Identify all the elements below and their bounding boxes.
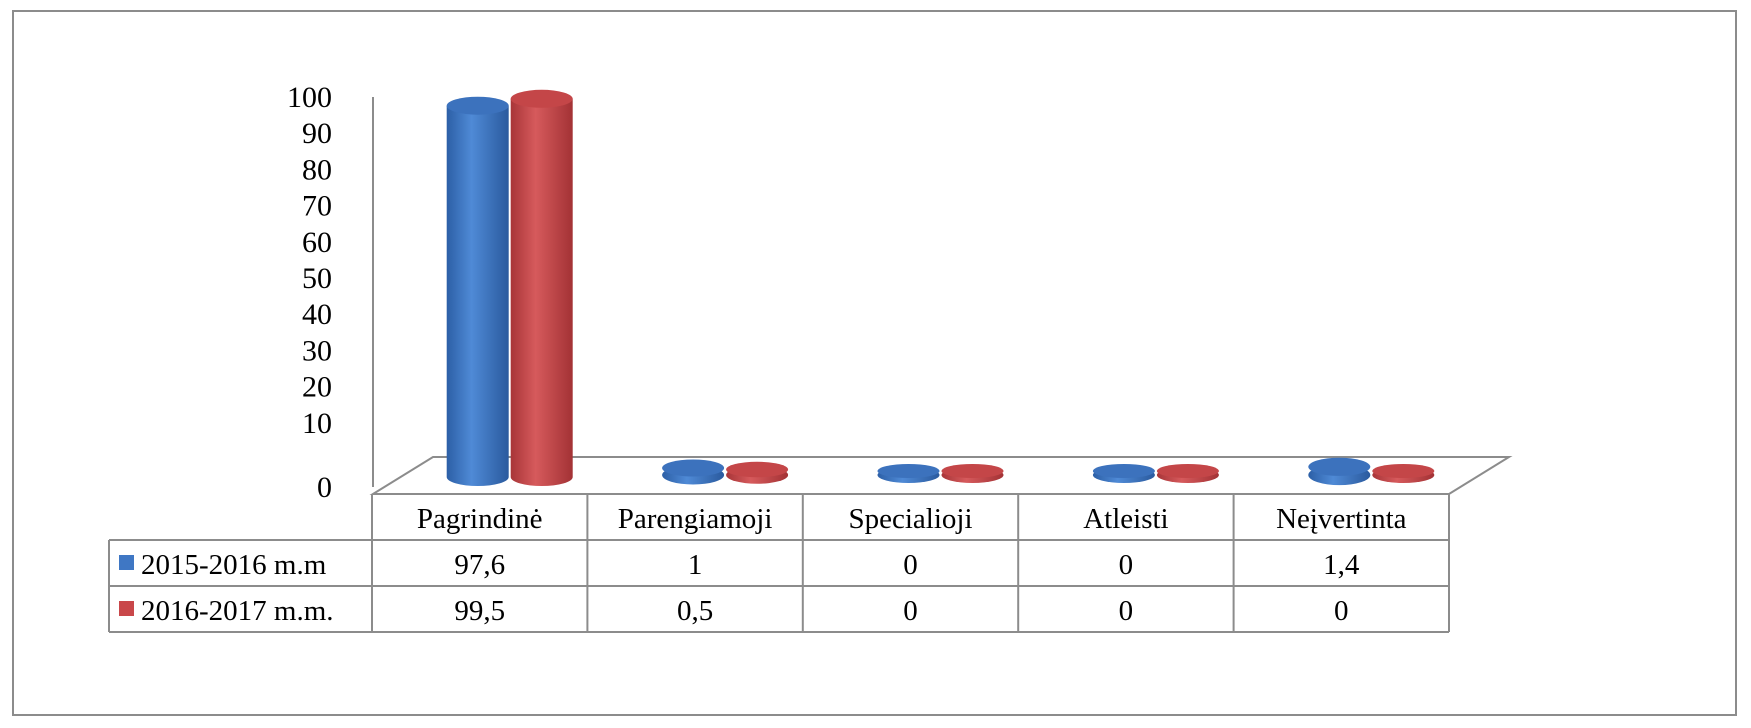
legend-key-0 — [119, 555, 134, 570]
data-label-0-4: 1,4 — [1323, 549, 1360, 581]
category-label-3: Atleisti — [1083, 503, 1168, 535]
bar-top-0-0 — [446, 96, 509, 115]
bar-body-1-0 — [510, 98, 573, 486]
chart-frame: 0 10 20 30 40 50 60 70 80 90 100 Pagrindinė Parengi… — [12, 10, 1737, 716]
bar-disk-top-0-2 — [877, 464, 940, 478]
legend-label-1: 2016-2017 m.m. — [141, 595, 334, 627]
y-tick-label-1: 10 — [302, 407, 332, 440]
data-label-1-4: 0 — [1334, 595, 1349, 627]
y-tick-label-9: 90 — [302, 117, 332, 150]
y-tick-label-6: 60 — [302, 226, 332, 259]
bar-disk-top-0-4 — [1308, 457, 1371, 476]
data-label-0-1: 1 — [688, 549, 703, 581]
bar-1-0 — [510, 89, 573, 486]
category-label-1: Parengiamoji — [618, 503, 773, 535]
bars-layer — [446, 89, 1435, 487]
y-tick-label-8: 80 — [302, 153, 332, 186]
bar-1-2 — [941, 464, 1004, 483]
data-label-1-1: 0,5 — [677, 595, 713, 627]
data-label-1-2: 0 — [903, 595, 918, 627]
bar-0-1 — [662, 459, 725, 485]
y-tick-label-0: 0 — [317, 471, 332, 504]
y-tick-label-7: 70 — [302, 190, 332, 223]
bar-0-4 — [1308, 457, 1371, 486]
bar-disk-top-1-1 — [726, 461, 789, 478]
bar-0-0 — [446, 96, 509, 487]
data-table: Pagrindinė Parengiamoji Specialioji Atleist… — [108, 494, 1450, 633]
y-tick-label-5: 50 — [302, 262, 332, 295]
bar-disk-top-0-3 — [1092, 464, 1155, 478]
chart-floor — [369, 456, 1513, 495]
bar-disk-top-1-3 — [1156, 464, 1219, 478]
data-label-0-0: 97,6 — [454, 549, 505, 581]
bar-1-3 — [1156, 464, 1219, 483]
y-tick-label-4: 40 — [302, 298, 332, 331]
bar-top-1-0 — [510, 89, 573, 108]
data-label-0-3: 0 — [1119, 549, 1134, 581]
bar-1-4 — [1372, 464, 1435, 483]
data-label-0-2: 0 — [903, 549, 918, 581]
bar-disk-top-1-4 — [1372, 464, 1435, 478]
data-label-1-3: 0 — [1119, 595, 1134, 627]
bar-disk-top-1-2 — [941, 464, 1004, 478]
y-tick-label-2: 20 — [302, 371, 332, 404]
bar-disk-top-0-1 — [662, 459, 725, 477]
category-label-2: Specialioji — [848, 503, 972, 535]
category-label-4: Neįvertinta — [1276, 503, 1407, 535]
bar-body-0-0 — [446, 105, 509, 487]
legend-label-0: 2015-2016 m.m — [141, 549, 327, 581]
category-label-0: Pagrindinė — [417, 503, 543, 535]
bar-0-3 — [1092, 464, 1155, 483]
bar-0-2 — [877, 464, 940, 483]
legend-key-1 — [119, 601, 134, 616]
y-tick-label-3: 30 — [302, 334, 332, 367]
y-tick-label-10: 100 — [287, 81, 332, 114]
data-label-1-0: 99,5 — [454, 595, 505, 627]
bar-1-1 — [726, 461, 789, 484]
